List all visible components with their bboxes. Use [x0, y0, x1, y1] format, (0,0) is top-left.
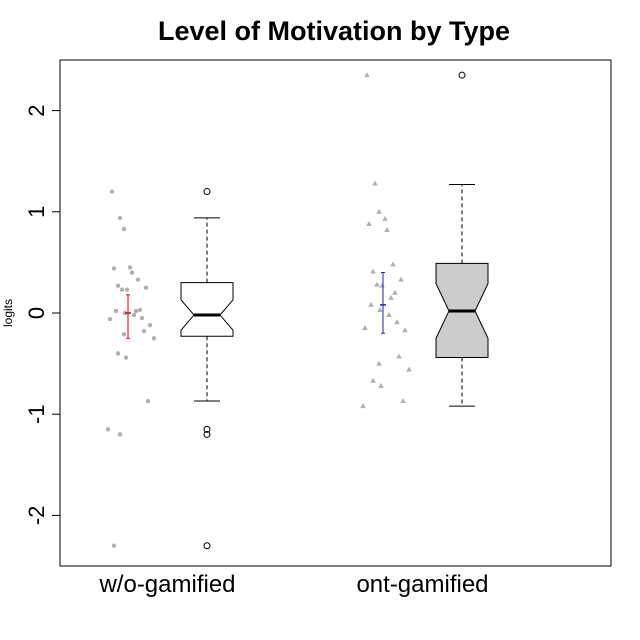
box-groups: w/o-gamified ont-gamified	[98, 71, 489, 598]
y-tick-label: 1	[24, 206, 49, 218]
data-point	[111, 266, 117, 271]
y-tick-label: -2	[24, 506, 49, 526]
data-point	[406, 366, 412, 372]
data-point	[151, 336, 157, 341]
data-point	[133, 308, 139, 314]
data-point	[394, 319, 400, 325]
data-point	[402, 327, 408, 333]
data-point	[119, 287, 125, 292]
data-point	[107, 316, 113, 322]
data-point	[400, 398, 406, 404]
data-point	[396, 353, 402, 359]
data-point	[392, 289, 398, 295]
data-point	[374, 281, 380, 287]
data-point	[139, 315, 145, 321]
data-point	[398, 276, 404, 282]
data-point	[376, 360, 382, 366]
outlier-point	[203, 542, 211, 550]
y-axis: -2 -1 0 1 2	[24, 104, 60, 525]
data-point	[105, 427, 111, 432]
chart-title: Level of Motivation by Type	[158, 16, 510, 46]
data-point	[109, 189, 115, 194]
data-point	[123, 355, 129, 360]
notched-box	[180, 282, 234, 337]
data-point	[131, 312, 137, 318]
data-point	[111, 543, 117, 548]
data-point	[384, 227, 390, 233]
data-point	[127, 265, 133, 270]
data-point	[124, 287, 130, 292]
data-point	[129, 270, 135, 275]
data-point	[386, 312, 392, 318]
x-category-label: ont-gamified	[356, 571, 488, 598]
y-axis-label: logits	[1, 299, 15, 327]
data-point	[388, 294, 394, 300]
y-tick-label: 0	[24, 307, 49, 319]
data-point	[135, 277, 141, 282]
data-point	[366, 220, 372, 226]
y-tick-label: 2	[24, 104, 49, 116]
y-tick-label: -1	[24, 404, 49, 424]
data-point	[121, 226, 127, 232]
data-point	[137, 307, 143, 313]
data-point	[117, 215, 123, 221]
data-point	[147, 322, 153, 328]
data-point	[378, 382, 384, 388]
data-point	[370, 377, 376, 383]
data-point	[377, 306, 383, 312]
data-point	[382, 215, 388, 221]
group-ont-gamified: ont-gamified	[356, 71, 489, 598]
data-point	[117, 432, 123, 437]
data-point	[370, 268, 376, 274]
data-point	[113, 308, 119, 314]
x-category-label: w/o-gamified	[98, 571, 235, 598]
outlier-point	[203, 430, 211, 438]
plot-frame	[59, 59, 612, 567]
data-point	[368, 301, 374, 307]
data-point	[379, 282, 385, 288]
group-w/o-gamified: w/o-gamified	[98, 188, 236, 598]
data-point	[362, 325, 368, 331]
data-point	[141, 329, 147, 334]
data-point	[372, 180, 378, 186]
data-point	[364, 72, 370, 78]
outlier-point	[203, 188, 211, 196]
outlier-point	[458, 71, 466, 79]
outlier-point	[203, 425, 211, 433]
data-point	[145, 398, 151, 404]
data-point	[115, 351, 121, 356]
data-point	[121, 332, 127, 337]
data-point	[143, 285, 149, 290]
data-point	[376, 208, 382, 214]
data-point	[115, 283, 121, 288]
data-point	[390, 261, 396, 267]
data-point	[360, 403, 366, 409]
